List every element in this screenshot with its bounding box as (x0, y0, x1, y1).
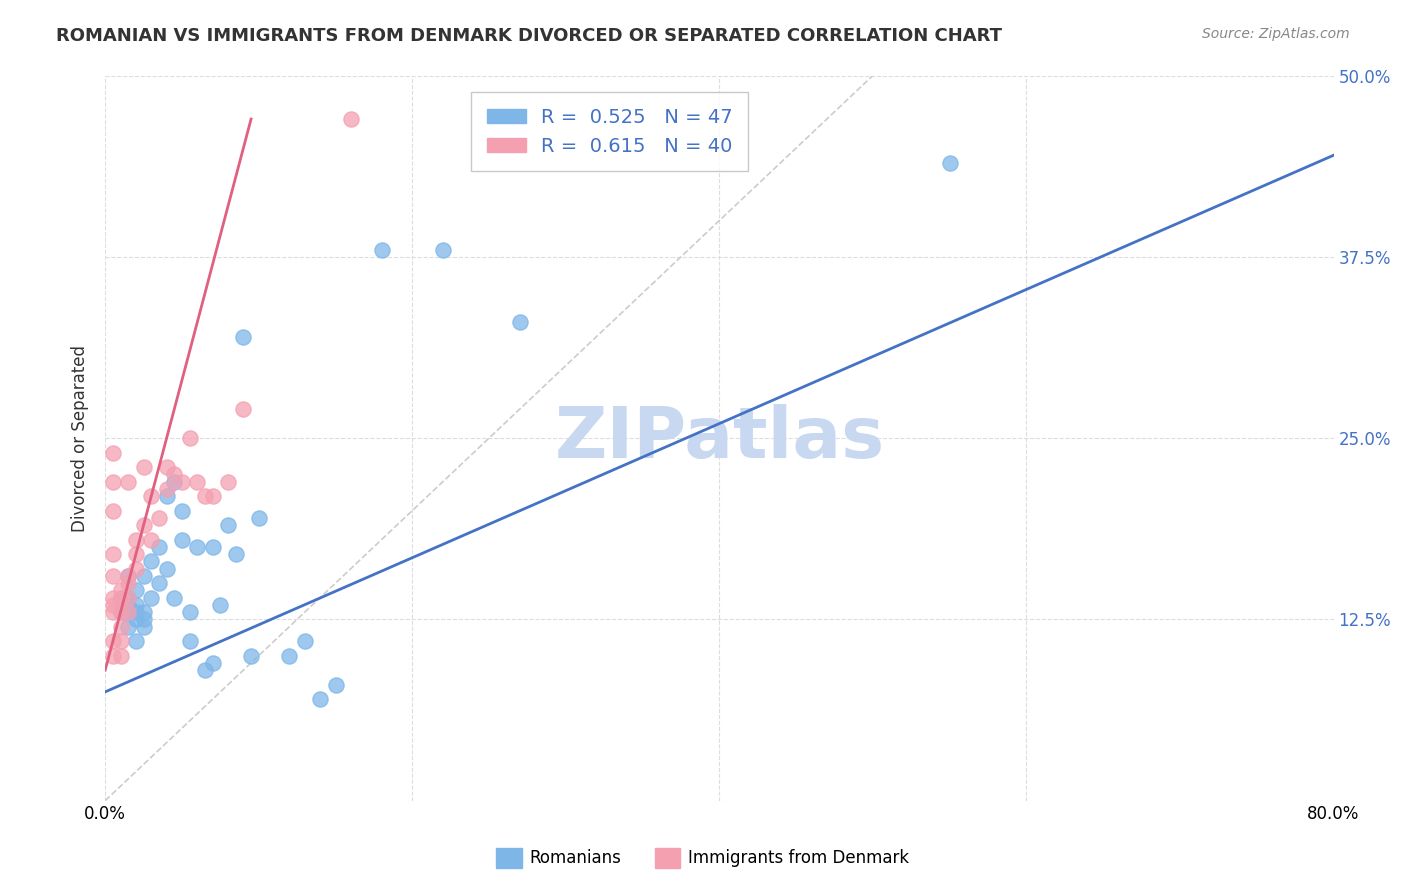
Point (117, 591, 139, 605)
Point (101, 605, 124, 619)
Point (141, 489, 163, 503)
Point (125, 634, 148, 648)
Point (110, 605, 132, 619)
Point (278, 648, 301, 663)
Point (132, 460, 155, 475)
Point (125, 547, 148, 561)
Point (186, 540, 208, 554)
Point (125, 561, 148, 575)
Point (125, 605, 148, 619)
Point (117, 605, 139, 619)
Text: ROMANIAN VS IMMIGRANTS FROM DENMARK DIVORCED OR SEPARATED CORRELATION CHART: ROMANIAN VS IMMIGRANTS FROM DENMARK DIVO… (56, 27, 1002, 45)
Point (117, 619, 139, 633)
Point (117, 605, 139, 619)
Point (340, 112, 363, 126)
Point (125, 612, 148, 626)
Point (117, 598, 139, 612)
Point (117, 475, 139, 489)
Point (110, 583, 132, 598)
Point (148, 576, 170, 591)
Point (325, 677, 347, 691)
Point (110, 619, 132, 633)
Point (156, 489, 179, 503)
Point (509, 315, 531, 329)
Point (156, 561, 179, 575)
Point (132, 619, 155, 633)
Point (141, 591, 163, 605)
Text: Source: ZipAtlas.com: Source: ZipAtlas.com (1202, 27, 1350, 41)
Point (179, 431, 201, 445)
Point (170, 503, 193, 517)
Point (240, 648, 263, 663)
Point (132, 605, 155, 619)
Point (170, 533, 193, 547)
Point (163, 591, 186, 605)
Point (294, 634, 316, 648)
Point (194, 489, 217, 503)
Point (110, 634, 132, 648)
Point (101, 503, 124, 517)
Point (125, 598, 148, 612)
Point (125, 583, 148, 598)
Point (209, 598, 232, 612)
Y-axis label: Divorced or Separated: Divorced or Separated (72, 344, 89, 532)
Point (117, 576, 139, 591)
Point (117, 569, 139, 583)
Point (101, 547, 124, 561)
Point (117, 591, 139, 605)
Point (309, 692, 332, 706)
Point (217, 518, 239, 533)
Point (201, 540, 224, 554)
Point (370, 243, 392, 257)
Point (432, 243, 454, 257)
Point (194, 663, 217, 677)
Point (217, 475, 239, 489)
Point (132, 518, 155, 533)
Point (179, 634, 201, 648)
Point (132, 612, 155, 626)
Point (148, 511, 170, 525)
Point (170, 475, 193, 489)
Point (141, 554, 163, 568)
Point (938, 155, 960, 169)
Point (125, 533, 148, 547)
Point (110, 591, 132, 605)
Legend: R =  0.525   N = 47, R =  0.615   N = 40: R = 0.525 N = 47, R = 0.615 N = 40 (471, 93, 748, 171)
Point (110, 648, 132, 663)
Point (101, 569, 124, 583)
Point (101, 648, 124, 663)
Point (186, 475, 208, 489)
Point (232, 402, 254, 417)
Point (110, 591, 132, 605)
Point (163, 475, 186, 489)
Point (101, 591, 124, 605)
Point (247, 511, 270, 525)
Legend: Romanians, Immigrants from Denmark: Romanians, Immigrants from Denmark (489, 841, 917, 875)
Point (156, 460, 179, 475)
Point (201, 489, 224, 503)
Point (110, 605, 132, 619)
Point (156, 482, 179, 496)
Point (117, 569, 139, 583)
Point (148, 540, 170, 554)
Text: ZIPatlas: ZIPatlas (554, 403, 884, 473)
Point (110, 605, 132, 619)
Point (201, 656, 224, 670)
Point (101, 475, 124, 489)
Point (141, 533, 163, 547)
Point (101, 634, 124, 648)
Point (179, 605, 201, 619)
Point (101, 445, 124, 459)
Point (101, 598, 124, 612)
Point (225, 547, 247, 561)
Point (232, 329, 254, 343)
Point (163, 467, 186, 482)
Point (132, 569, 155, 583)
